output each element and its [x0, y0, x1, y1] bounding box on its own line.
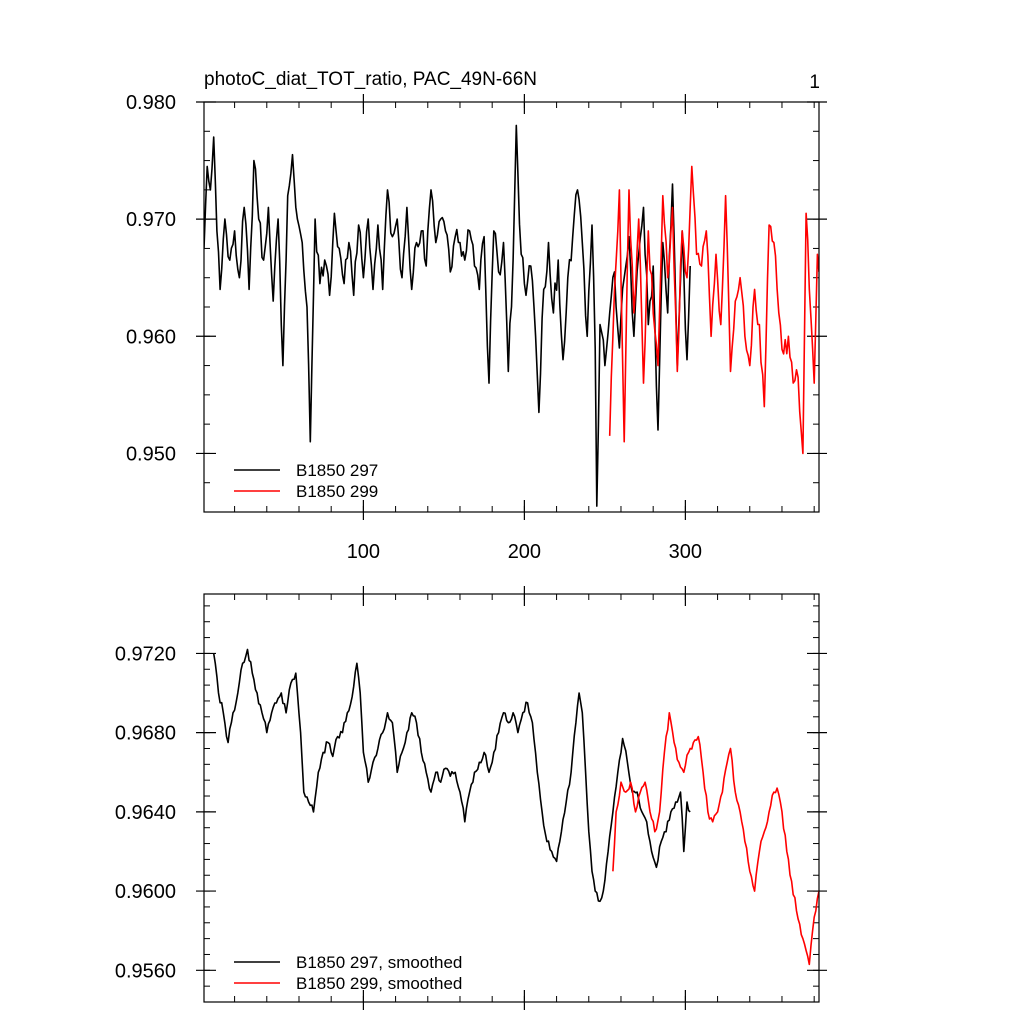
bottom-axis-ticks — [196, 586, 827, 1010]
bottom-series-group — [212, 648, 819, 966]
y-tick-label: 0.960 — [126, 326, 176, 348]
bottom-panel: 0.9560 0.9600 0.9640 0.9680 0.9720 B1850 297… — [115, 586, 827, 1010]
x-tick-label: 200 — [508, 541, 541, 563]
x-tick-label: 300 — [669, 541, 702, 563]
top-plot-frame — [203, 101, 820, 513]
legend-label-b1850-297: B1850 297 — [296, 461, 378, 480]
y-tick-label: 0.980 — [126, 92, 176, 114]
series-line-b1850-299-smoothed — [612, 712, 819, 966]
y-tick-label: 0.9680 — [115, 723, 176, 745]
top-y-tick-labels: 0.950 0.960 0.970 0.980 — [126, 92, 176, 465]
legend-label-b1850-299: B1850 299 — [296, 482, 378, 501]
top-panel: photoC_diat_TOT_ratio, PAC_49N-66N 1 0.9… — [126, 69, 827, 563]
bottom-legend: B1850 297, smoothed B1850 299, smoothed — [234, 953, 462, 993]
y-tick-label: 0.950 — [126, 443, 176, 465]
top-legend: B1850 297 B1850 299 — [234, 461, 378, 501]
y-tick-label: 0.9720 — [115, 643, 176, 665]
top-x-tick-labels: 100 200 300 — [347, 541, 702, 563]
series-line-b1850-297 — [204, 124, 691, 507]
top-series-group — [204, 124, 819, 507]
y-tick-label: 0.970 — [126, 209, 176, 231]
legend-label-b1850-297-smoothed: B1850 297, smoothed — [296, 953, 462, 972]
bottom-y-tick-labels: 0.9560 0.9600 0.9640 0.9680 0.9720 — [115, 643, 176, 982]
y-tick-label: 0.9640 — [115, 802, 176, 824]
y-tick-label: 0.9560 — [115, 960, 176, 982]
corner-label: 1 — [809, 72, 820, 93]
y-tick-label: 0.9600 — [115, 881, 176, 903]
x-tick-label: 100 — [347, 541, 380, 563]
legend-label-b1850-299-smoothed: B1850 299, smoothed — [296, 974, 462, 993]
series-line-b1850-297-smoothed — [212, 648, 691, 903]
chart-title: photoC_diat_TOT_ratio, PAC_49N-66N — [204, 69, 537, 90]
series-line-b1850-299 — [608, 165, 819, 455]
bottom-plot-frame — [203, 593, 820, 1003]
